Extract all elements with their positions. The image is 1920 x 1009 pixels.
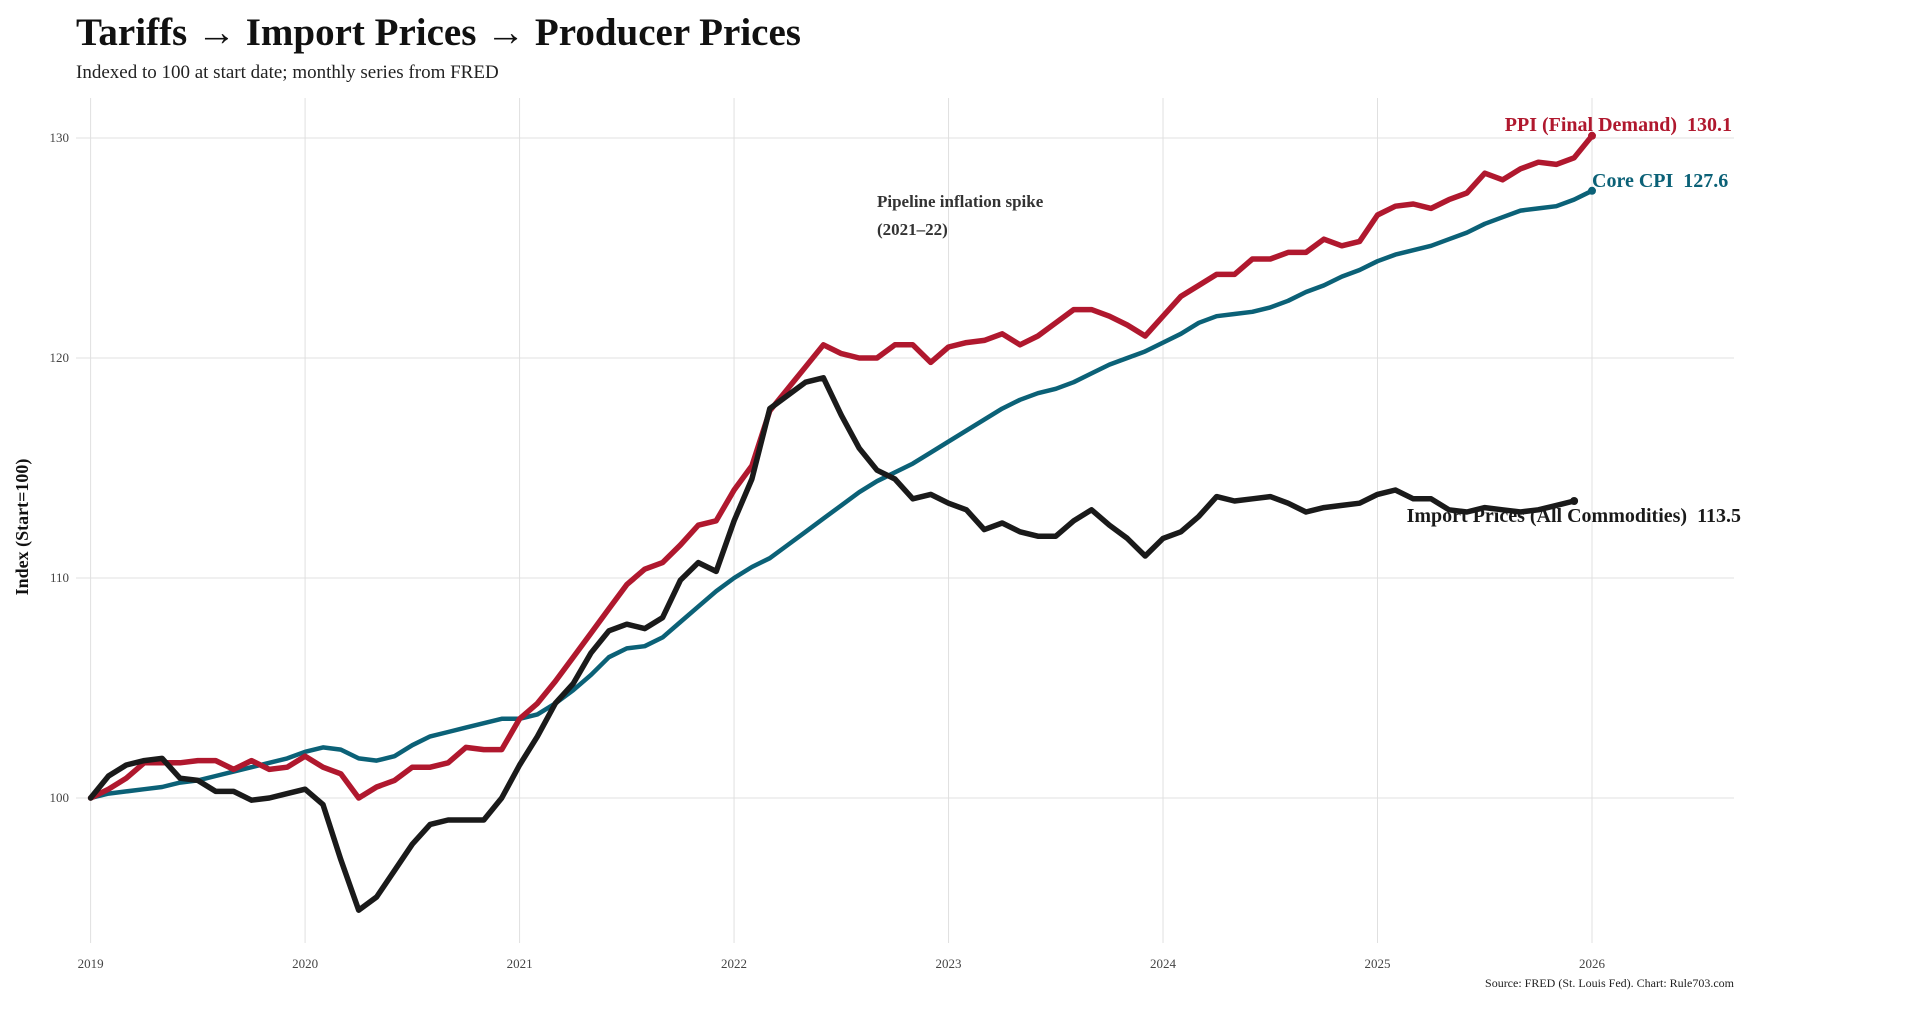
- end-label-core-cpi: Core CPI 127.6: [1592, 170, 1728, 192]
- series-value-ppi: 130.1: [1687, 114, 1732, 136]
- end-label-ppi: PPI (Final Demand) 130.1: [1505, 114, 1732, 136]
- series-value-core-cpi: 127.6: [1683, 170, 1728, 192]
- series-value-import: 113.5: [1697, 505, 1741, 527]
- x-tick-label: 2025: [1365, 956, 1391, 971]
- series-lines: [87, 131, 1596, 913]
- annotation-line-1: Pipeline inflation spike: [877, 192, 1044, 211]
- series-end-point: [1588, 131, 1596, 140]
- y-axis-ticks: 100 110 120 130: [50, 130, 70, 805]
- x-tick-label: 2019: [78, 956, 104, 971]
- series-name-ppi: PPI (Final Demand): [1505, 114, 1677, 136]
- y-tick-label: 120: [50, 350, 70, 365]
- end-label-import: Import Prices (All Commodities) 113.5: [1407, 505, 1741, 527]
- svg-text:Import Prices (All Commodities: Import Prices (All Commodities) 113.5: [1407, 505, 1741, 527]
- x-tick-label: 2021: [507, 956, 533, 971]
- x-axis-ticks: 2019 2020 2021 2022 2023 2024 2025 2026: [78, 956, 1606, 971]
- svg-text:PPI (Final Demand)130.1: PPI (Final Demand) 130.1: [1505, 114, 1732, 136]
- source-note: Source: FRED (St. Louis Fed). Chart: Rul…: [1485, 976, 1735, 990]
- x-tick-label: 2022: [721, 956, 747, 971]
- series-line-ppi-final-demand: [87, 133, 1595, 801]
- series-name-import: Import Prices (All Commodities): [1407, 505, 1688, 527]
- y-tick-label: 130: [50, 130, 70, 145]
- y-axis-title: Index (Start=100): [12, 459, 33, 596]
- x-tick-label: 2023: [936, 956, 962, 971]
- series-line-import-prices-all-commodities: [87, 375, 1577, 913]
- chart-title: Tariffs → Import Prices → Producer Price…: [76, 11, 801, 54]
- x-tick-label: 2020: [292, 956, 318, 971]
- series-line-core-cpi: [88, 188, 1595, 801]
- y-tick-label: 110: [50, 570, 69, 585]
- gridlines: [76, 98, 1734, 943]
- series-end-point: [1588, 186, 1596, 195]
- annotation-line-2: (2021–22): [877, 220, 948, 239]
- series-name-core-cpi: Core CPI: [1592, 170, 1673, 192]
- x-tick-label: 2026: [1579, 956, 1606, 971]
- series-end-point: [1570, 497, 1579, 505]
- x-tick-label: 2024: [1150, 956, 1177, 971]
- y-tick-label: 100: [50, 790, 70, 805]
- chart-subtitle: Indexed to 100 at start date; monthly se…: [76, 62, 499, 83]
